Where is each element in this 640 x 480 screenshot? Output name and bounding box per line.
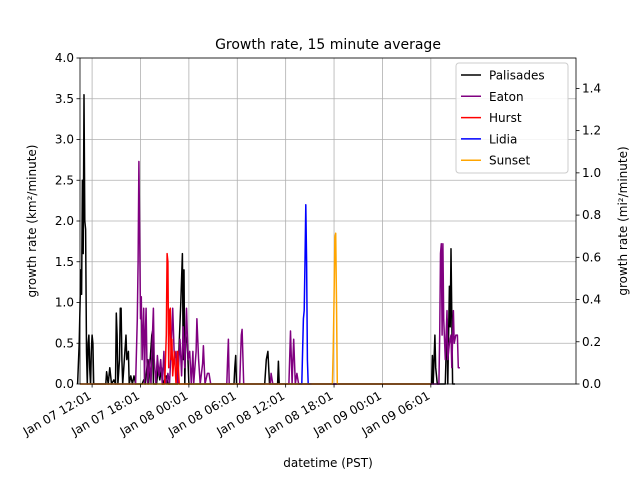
y-tick-label-right: 0.4 [582, 293, 601, 307]
left-axis: 0.0 0.5 1.0 1.5 2.0 2.5 3.0 3.5 4.0 [55, 51, 80, 391]
y-tick-label-left: 0.0 [55, 377, 74, 391]
y-tick-label-right: 1.0 [582, 166, 601, 180]
y-tick-label-right: 0.0 [582, 377, 601, 391]
legend-label: Eaton [489, 90, 524, 104]
series-line-hurst [161, 252, 189, 385]
y-tick-label-right: 0.6 [582, 250, 601, 264]
y-tick-label-left: 4.0 [55, 51, 74, 65]
y-tick-label-right: 1.4 [582, 81, 601, 95]
y-axis-label-right: growth rate (mi²/minute) [616, 146, 630, 295]
y-tick-label-right: 1.2 [582, 124, 601, 138]
y-axis-label-left: growth rate (km²/minute) [25, 145, 39, 298]
y-tick-label-left: 3.5 [55, 92, 74, 106]
chart-title: Growth rate, 15 minute average [215, 37, 441, 53]
y-tick-label-left: 2.0 [55, 214, 74, 228]
series-line-palisades [76, 93, 455, 385]
y-tick-label-right: 0.2 [582, 335, 601, 349]
y-tick-label-left: 3.0 [55, 133, 74, 147]
legend-label: Hurst [489, 111, 522, 125]
y-tick-label-left: 0.5 [55, 336, 74, 350]
series-line-sunset [80, 232, 431, 385]
legend-label: Sunset [489, 154, 530, 168]
right-axis: 0.0 0.2 0.4 0.6 0.8 1.0 1.2 1.4 [576, 81, 601, 391]
x-axis-label: datetime (PST) [283, 456, 373, 470]
legend-box [455, 62, 569, 174]
y-tick-label-right: 0.8 [582, 208, 601, 222]
series-line-lidia [298, 203, 312, 385]
y-tick-label-left: 1.5 [55, 255, 74, 269]
y-tick-label-left: 1.0 [55, 296, 74, 310]
y-tick-label-left: 2.5 [55, 173, 74, 187]
legend: Palisades Eaton Hurst Lidia Sunset [455, 62, 569, 174]
grid [80, 57, 576, 385]
legend-label: Palisades [489, 69, 545, 83]
legend-label: Lidia [489, 132, 517, 146]
series-line-eaton [80, 160, 460, 385]
series-layer [76, 93, 460, 385]
